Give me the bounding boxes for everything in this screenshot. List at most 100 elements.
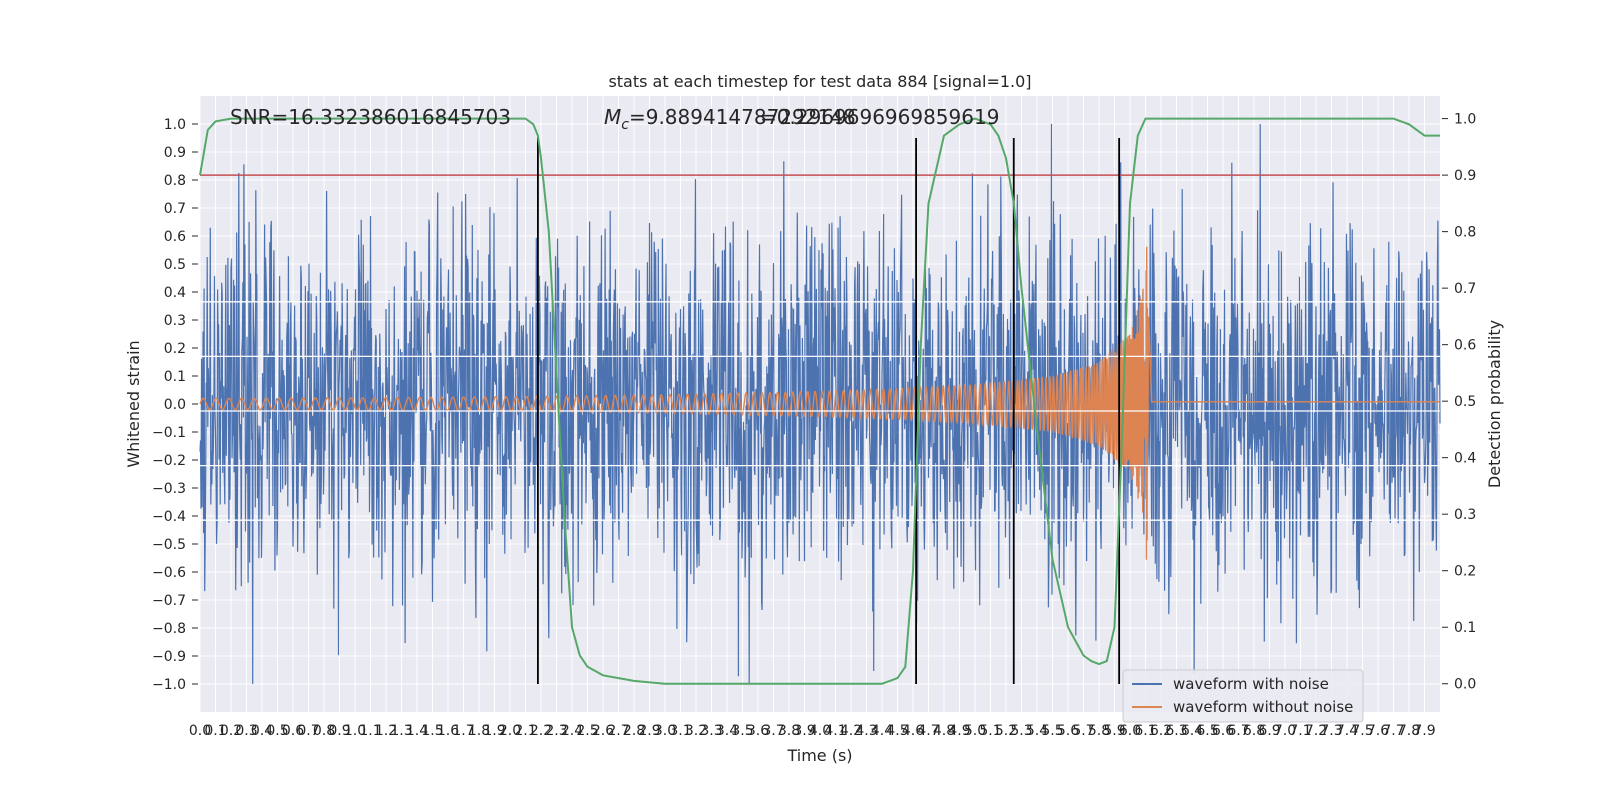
x-tick-label: 1.3 [390, 723, 412, 739]
x-tick-label: 4.2 [840, 723, 862, 739]
x-tick-label: 7.3 [1320, 723, 1342, 739]
x-tick-label: 7.5 [1351, 723, 1373, 739]
x-tick-label: 4.5 [886, 723, 908, 739]
x-tick-label: 3.9 [793, 723, 815, 739]
x-tick-label: 2.3 [545, 723, 567, 739]
mc-subscript: c [621, 117, 629, 133]
x-tick-label: 0.6 [282, 723, 304, 739]
legend-label-clean: waveform without noise [1173, 698, 1353, 716]
y-tick-label: −1.0 [152, 677, 186, 693]
white-horizontal-lines [200, 301, 1440, 521]
legend-label-noise: waveform with noise [1173, 675, 1329, 693]
x-tick-labels: 0.00.10.20.30.40.50.60.70.80.91.01.11.21… [189, 723, 1436, 739]
x-tick-label: 5.0 [964, 723, 986, 739]
y2-tick-label: 0.9 [1454, 168, 1476, 184]
x-tick-label: 0.1 [204, 723, 226, 739]
mc-symbol: M [604, 105, 621, 129]
x-tick-label: 1.2 [375, 723, 397, 739]
mc-value: =9.889414787292148 [629, 105, 856, 129]
x-tick-label: 6.5 [1196, 723, 1218, 739]
x-tick-label: 1.1 [359, 723, 381, 739]
x-tick-label: 3.3 [700, 723, 722, 739]
x-tick-label: 1.0 [344, 723, 366, 739]
x-tick-label: 7.2 [1305, 723, 1327, 739]
noise-line [199, 123, 1441, 685]
x-tick-label: 0.0 [189, 723, 211, 739]
y-tick-label: 0.9 [164, 145, 186, 161]
snr-annotation: SNR=16.332386016845703 [230, 105, 511, 129]
mc-annotation: Mc=9.889414787292148 [604, 105, 856, 133]
x-tick-label: 1.9 [483, 723, 505, 739]
x-tick-label: 0.8 [313, 723, 335, 739]
y-tick-label: 0.7 [164, 201, 186, 217]
y-tick-label: 0.6 [164, 229, 186, 245]
y2-axis-label: Detection probability [1485, 320, 1504, 488]
x-tick-label: 5.1 [979, 723, 1001, 739]
mc-overlap-annotation: =0.2969696969859619 [760, 105, 999, 129]
x-tick-label: 6.0 [1119, 723, 1141, 739]
x-tick-label: 4.3 [855, 723, 877, 739]
y-tick-label: 0.3 [164, 313, 186, 329]
x-tick-label: 4.6 [902, 723, 924, 739]
legend-box [1122, 669, 1364, 723]
legend: waveform with noise waveform without noi… [1122, 669, 1364, 723]
x-tick-label: 7.7 [1382, 723, 1404, 739]
chart-title: stats at each timestep for test data 884… [608, 72, 1031, 91]
y-tick-label: 1.0 [164, 117, 186, 133]
x-tick-label: 2.6 [592, 723, 614, 739]
x-tick-label: 6.7 [1227, 723, 1249, 739]
x-tick-label: 3.7 [762, 723, 784, 739]
x-tick-label: 3.5 [731, 723, 753, 739]
series-waveform-without-noise [199, 246, 1440, 560]
x-tick-label: 4.1 [824, 723, 846, 739]
y2-tick-label: 0.0 [1454, 677, 1476, 693]
y2-tick-label: 1.0 [1454, 112, 1476, 128]
y2-tick-label: 0.4 [1454, 451, 1476, 467]
x-tick-label: 6.8 [1243, 723, 1265, 739]
x-tick-label: 1.4 [406, 723, 428, 739]
x-tick-label: 2.8 [623, 723, 645, 739]
y2-tick-label: 0.2 [1454, 564, 1476, 580]
x-tick-label: 0.2 [220, 723, 242, 739]
y2-tick-labels: 1.0 0.9 0.8 0.7 0.6 0.5 0.4 0.3 0.2 0.1 0.0 [1442, 112, 1476, 693]
x-tick-label: 1.8 [468, 723, 490, 739]
x-tick-label: 4.7 [917, 723, 939, 739]
y-tick-label: −0.7 [152, 593, 186, 609]
x-tick-label: 2.9 [638, 723, 660, 739]
x-tick-label: 6.2 [1150, 723, 1172, 739]
y-tick-label: −0.1 [152, 425, 186, 441]
x-tick-label: 7.8 [1398, 723, 1420, 739]
y-tick-label: 0.0 [164, 397, 186, 413]
series-waveform-with-noise [199, 123, 1441, 685]
x-tick-label: 6.1 [1134, 723, 1156, 739]
series-detection-probability [199, 117, 1440, 685]
x-tick-label: 2.1 [514, 723, 536, 739]
probability-line [199, 117, 1440, 685]
y-tick-label: 0.5 [164, 257, 186, 273]
x-tick-label: 2.0 [499, 723, 521, 739]
x-tick-label: 4.9 [948, 723, 970, 739]
y2-tick-label: 0.5 [1454, 394, 1476, 410]
x-tick-label: 5.3 [1010, 723, 1032, 739]
y-tick-label: −0.2 [152, 453, 186, 469]
x-tick-label: 7.0 [1274, 723, 1296, 739]
y2-tick-label: 0.3 [1454, 507, 1476, 523]
x-tick-label: 1.7 [452, 723, 474, 739]
y-tick-label: 0.2 [164, 341, 186, 357]
x-tick-label: 6.6 [1212, 723, 1234, 739]
x-tick-label: 7.4 [1336, 723, 1358, 739]
x-tick-label: 5.2 [995, 723, 1017, 739]
x-tick-label: 7.9 [1413, 723, 1435, 739]
x-tick-label: 3.0 [654, 723, 676, 739]
y-tick-label: −0.9 [152, 649, 186, 665]
x-tick-label: 2.2 [530, 723, 552, 739]
x-tick-label: 3.8 [778, 723, 800, 739]
series-markers [537, 138, 1121, 684]
x-tick-label: 5.5 [1041, 723, 1063, 739]
y-tick-label: 0.4 [164, 285, 186, 301]
x-tick-label: 0.3 [235, 723, 257, 739]
x-tick-label: 7.1 [1289, 723, 1311, 739]
x-tick-label: 4.4 [871, 723, 893, 739]
